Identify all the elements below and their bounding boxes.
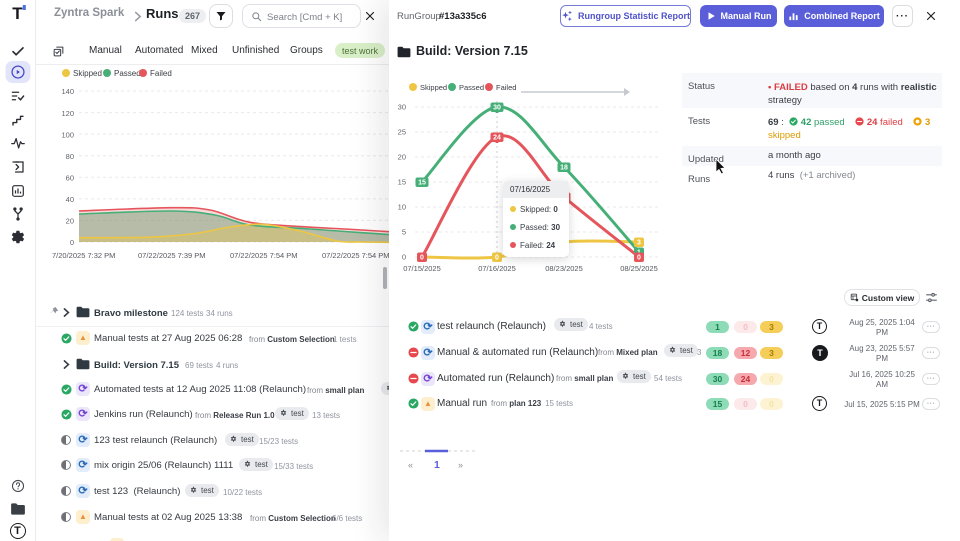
svg-text:0: 0 xyxy=(402,253,406,262)
svg-text:0: 0 xyxy=(70,238,74,247)
svg-text:Failed: Failed xyxy=(496,83,516,92)
svg-text:5: 5 xyxy=(402,228,406,237)
svg-text:07/15/2025: 07/15/2025 xyxy=(403,264,441,273)
svg-text:08/23/2025: 08/23/2025 xyxy=(545,264,583,273)
svg-text:25: 25 xyxy=(398,128,406,137)
svg-text:0: 0 xyxy=(420,255,424,262)
svg-text:20: 20 xyxy=(66,217,74,226)
svg-text:0: 0 xyxy=(637,255,641,262)
svg-text:15: 15 xyxy=(398,178,406,187)
svg-text:Passed: Passed xyxy=(459,83,484,92)
svg-text:0: 0 xyxy=(495,255,499,262)
svg-text:30: 30 xyxy=(398,103,406,112)
svg-text:07/16/2025: 07/16/2025 xyxy=(478,264,516,273)
svg-text:60: 60 xyxy=(66,174,74,183)
svg-text:30: 30 xyxy=(493,105,501,112)
svg-text:10: 10 xyxy=(398,203,406,212)
svg-text:20: 20 xyxy=(398,153,406,162)
svg-text:100: 100 xyxy=(61,131,74,140)
svg-text:3: 3 xyxy=(637,240,641,247)
svg-text:120: 120 xyxy=(61,109,74,118)
svg-text:140: 140 xyxy=(61,87,74,96)
svg-text:Skipped: Skipped xyxy=(420,83,447,92)
svg-text:40: 40 xyxy=(66,195,74,204)
svg-text:80: 80 xyxy=(66,152,74,161)
svg-text:18: 18 xyxy=(560,165,568,172)
svg-text:24: 24 xyxy=(493,135,501,142)
svg-text:15: 15 xyxy=(418,180,426,187)
svg-text:08/25/2025: 08/25/2025 xyxy=(620,264,658,273)
